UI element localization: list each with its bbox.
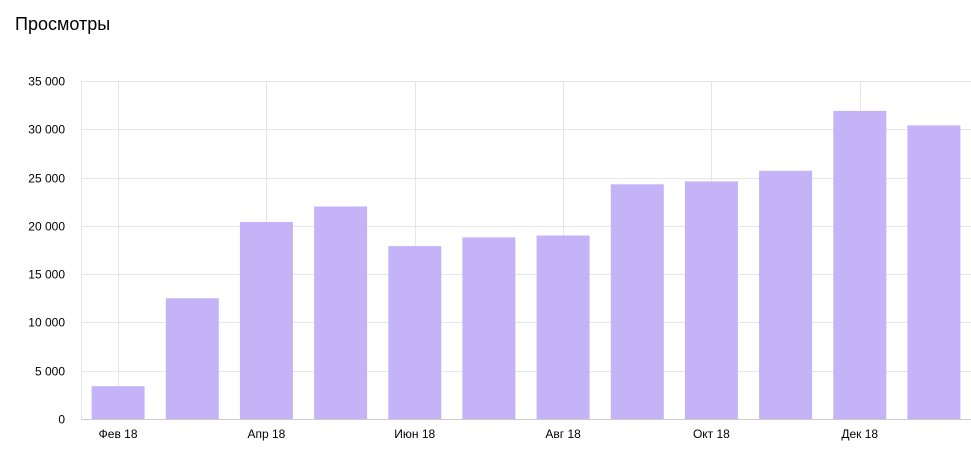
bar: [462, 237, 516, 419]
x-tick-label: Окт 18: [693, 427, 730, 441]
y-tick-label: 35 000: [28, 75, 65, 89]
x-tick-label: Апр 18: [247, 427, 285, 441]
chart-title: Просмотры: [15, 14, 111, 34]
y-tick-label: 30 000: [28, 123, 65, 137]
y-tick-label: 25 000: [28, 172, 65, 186]
bar: [759, 170, 813, 419]
bars-layer: [91, 110, 961, 420]
x-tick-label: Июн 18: [394, 427, 435, 441]
bar: [536, 235, 590, 419]
bar: [907, 125, 961, 420]
y-axis-tick-labels: 0 5 000 10 000 15 000 20 000 25 000 30 000 35 0…: [28, 75, 65, 427]
y-tick-label: 0: [58, 413, 65, 427]
bar: [91, 386, 145, 419]
y-tick-label: 5 000: [35, 365, 65, 379]
bar: [165, 298, 219, 419]
y-tick-label: 20 000: [28, 220, 65, 234]
x-tick-label: Авг 18: [545, 427, 581, 441]
y-tick-label: 10 000: [28, 316, 65, 330]
bar: [388, 246, 442, 419]
bar: [610, 184, 664, 419]
bar: [684, 181, 738, 419]
bar: [239, 222, 293, 419]
bar: [314, 206, 368, 419]
x-axis-tick-labels: Фев 18 Апр 18 Июн 18 Авг 18 Окт 18 Дек 18: [99, 427, 879, 441]
x-tick-label: Фев 18: [99, 427, 138, 441]
bar: [833, 110, 887, 420]
y-tick-label: 15 000: [28, 268, 65, 282]
x-tick-label: Дек 18: [841, 427, 878, 441]
